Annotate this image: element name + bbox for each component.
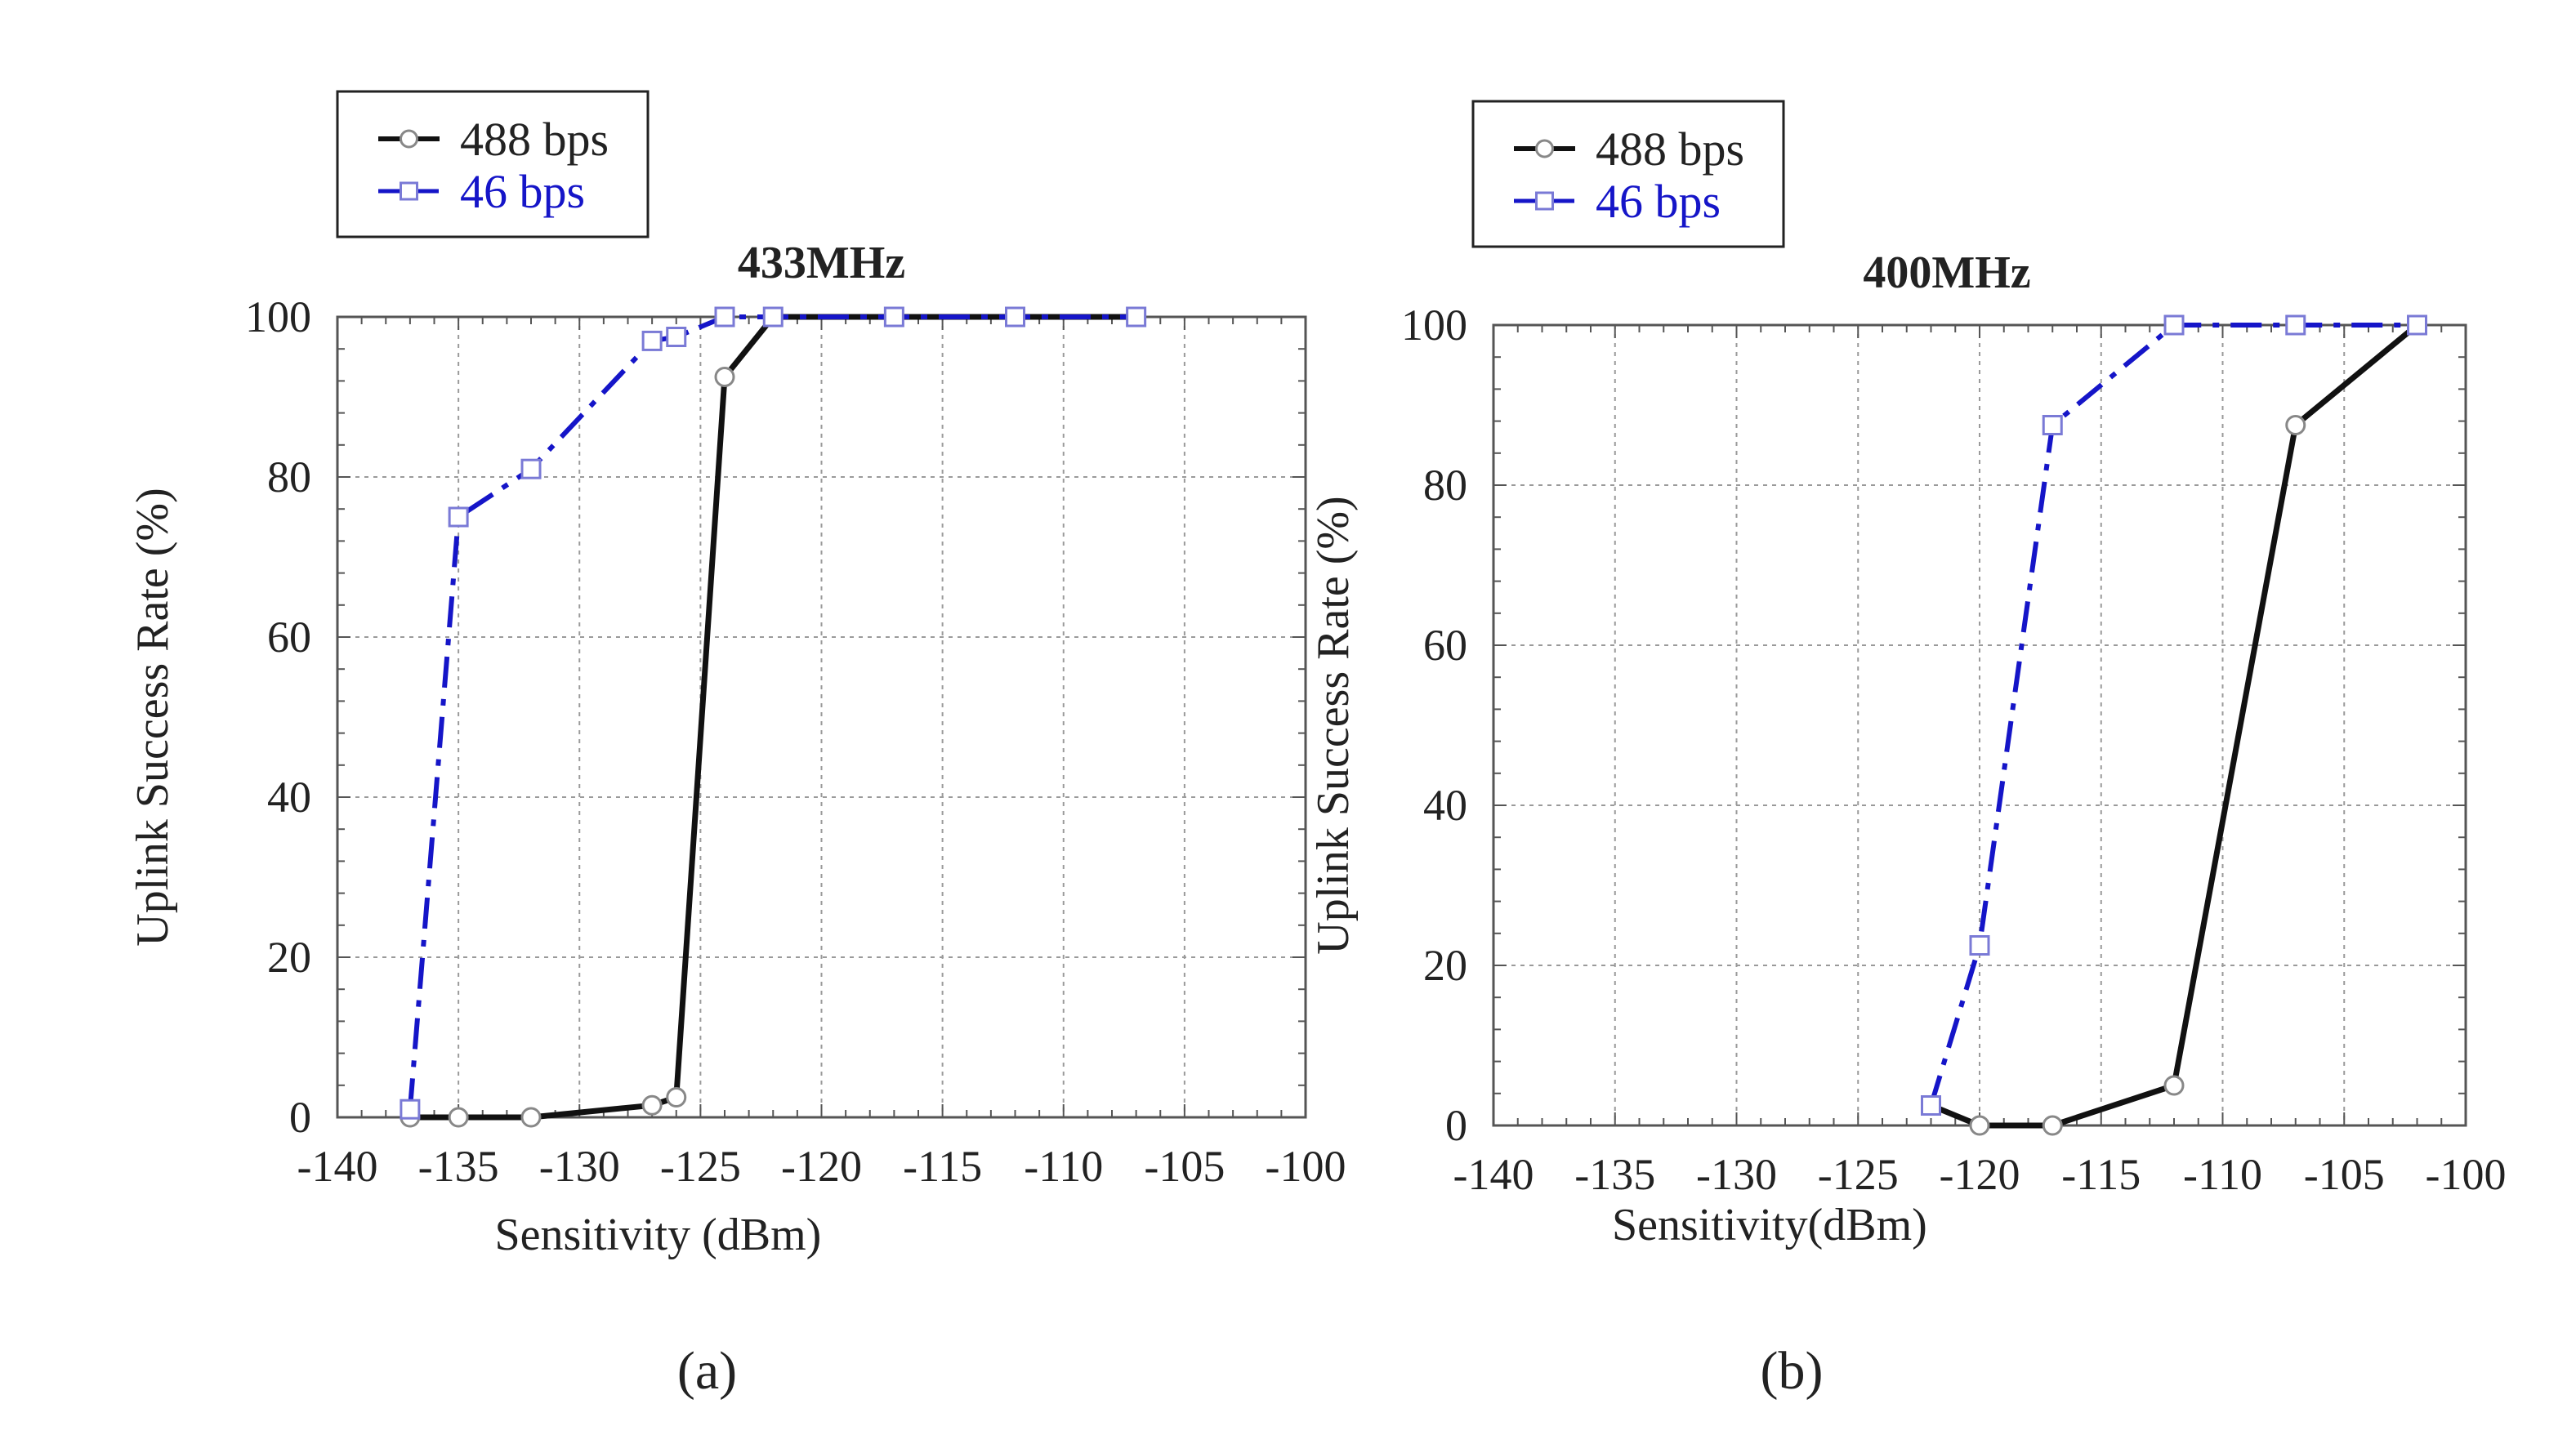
x-tick-label: -105 (2304, 1150, 2385, 1199)
y-tick-label: 100 (1401, 301, 1467, 350)
series-line (409, 314, 1136, 1121)
legend-marker-circle (400, 129, 418, 149)
data-point-circle (2163, 1075, 2185, 1096)
data-point-square (641, 330, 663, 351)
y-tick-label: 20 (267, 933, 311, 982)
data-point-square (1921, 1095, 1941, 1116)
x-axis-title: Sensitivity(dBm) (1612, 1200, 1927, 1250)
chart-title: 400MHz (1863, 247, 2030, 298)
series-line (407, 314, 1136, 1110)
legend-label: 46 bps (460, 165, 585, 218)
data-point-square (400, 1099, 421, 1120)
data-point-square (1126, 306, 1147, 328)
y-axis-tick-labels: 0 20 40 60 80 100 (1401, 301, 1467, 1150)
x-tick-label: -120 (1940, 1150, 2020, 1199)
x-tick-label: -130 (539, 1142, 620, 1191)
data-point-square (2163, 314, 2185, 336)
x-tick-label: -125 (660, 1142, 741, 1191)
legend-marker-square (400, 181, 418, 201)
x-tick-label: -115 (903, 1142, 982, 1191)
series-line (1928, 323, 2418, 1107)
panel-label: (b) (1761, 1341, 1824, 1401)
y-tick-label: 80 (267, 452, 311, 501)
data-point-circle (448, 1107, 469, 1128)
x-tick-label: -120 (781, 1142, 862, 1191)
data-point-square (666, 327, 687, 347)
data-point-square (520, 458, 542, 479)
data-point-circle (714, 367, 735, 387)
data-point-square (448, 506, 469, 528)
data-point-square (762, 306, 784, 328)
y-tick-label: 80 (1423, 461, 1467, 510)
legend-label: 488 bps (1596, 123, 1744, 176)
x-axis-tick-labels: -140 -135 -130 -125 -120 -115 -110 -105 -100 (1453, 1150, 2507, 1199)
y-tick-label: 0 (1445, 1101, 1467, 1150)
x-tick-label: -115 (2061, 1150, 2141, 1199)
y-tick-label: 0 (289, 1093, 311, 1142)
x-tick-label: -135 (1574, 1150, 1655, 1199)
y-tick-label: 60 (267, 613, 311, 662)
x-tick-label: -130 (1696, 1150, 1777, 1199)
legend-label: 46 bps (1596, 175, 1721, 228)
chart-title: 433MHz (738, 238, 905, 288)
data-point-circle (666, 1087, 687, 1108)
legend-marker-square (1535, 191, 1554, 211)
y-axis-title: Uplink Success Rate (%) (127, 488, 178, 946)
data-point-square (2042, 415, 2063, 435)
x-tick-label: -140 (297, 1142, 378, 1191)
data-point-circle (1969, 1115, 1990, 1136)
chart-panel-b: -140 -135 -130 -125 -120 -115 -110 -105 -100 0 20 4… (1308, 100, 2507, 1401)
series-46-bps (400, 306, 1147, 1120)
series-488-bps (400, 306, 1147, 1128)
y-tick-label: 20 (1423, 941, 1467, 990)
data-point-square (883, 306, 904, 328)
legend-box (336, 90, 650, 238)
y-axis-tick-labels: 0 20 40 60 80 100 (245, 292, 311, 1142)
y-tick-label: 40 (1423, 781, 1467, 830)
data-point-circle (2285, 415, 2306, 435)
data-point-square (714, 306, 735, 328)
data-point-circle (641, 1094, 663, 1116)
series-488-bps (1921, 314, 2427, 1136)
x-tick-label: -105 (1144, 1142, 1225, 1191)
y-axis-title: Uplink Success Rate (%) (1308, 496, 1359, 954)
data-point-circle (2042, 1115, 2063, 1136)
legend-box (1471, 100, 1785, 248)
panel-label: (a) (677, 1341, 737, 1401)
y-tick-label: 60 (1423, 621, 1467, 670)
data-point-square (1005, 306, 1025, 328)
series-46-bps (1921, 314, 2427, 1116)
data-point-square (2407, 314, 2427, 336)
data-point-square (2285, 314, 2306, 336)
x-tick-label: -100 (2426, 1150, 2507, 1199)
x-tick-label: -110 (2183, 1150, 2262, 1199)
data-point-square (1969, 935, 1990, 956)
x-tick-label: -125 (1818, 1150, 1899, 1199)
chart-panel-a: -140 -135 -130 -125 -120 -115 -110 -105 -100 0 20 4… (127, 90, 1346, 1401)
data-point-circle (520, 1107, 542, 1128)
y-tick-label: 40 (267, 773, 311, 822)
x-tick-label: -100 (1266, 1142, 1346, 1191)
x-tick-label: -140 (1453, 1150, 1534, 1199)
grid (337, 317, 1306, 1117)
x-tick-label: -135 (418, 1142, 499, 1191)
x-axis-title: Sensitivity (dBm) (495, 1210, 822, 1260)
legend-label: 488 bps (460, 113, 609, 166)
x-axis-tick-labels: -140 -135 -130 -125 -120 -115 -110 -105 -100 (297, 1142, 1346, 1191)
y-tick-label: 100 (245, 292, 311, 341)
grid (1493, 325, 2466, 1125)
legend-marker-circle (1535, 139, 1554, 158)
x-tick-label: -110 (1024, 1142, 1103, 1191)
